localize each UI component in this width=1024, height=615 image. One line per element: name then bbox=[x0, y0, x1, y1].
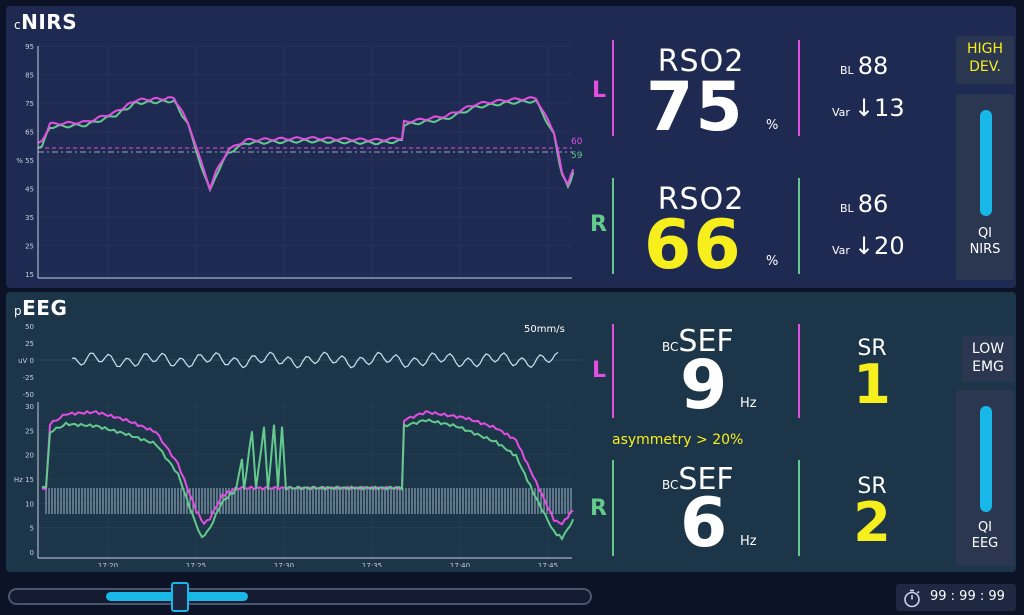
nirs-right-side-label: R bbox=[590, 212, 607, 237]
eeg-right-value: 6 bbox=[680, 484, 730, 563]
nirs-left-baseline: BL 88 bbox=[840, 52, 889, 80]
eeg-left-unit: Hz bbox=[740, 396, 757, 411]
eeg-right-sr-label: SR bbox=[857, 474, 887, 499]
eeg-asymmetry-warning: asymmetry > 20% bbox=[612, 432, 744, 448]
nirs-y-tick: 65 bbox=[25, 129, 34, 137]
eeg-qi-indicator: QI EEG bbox=[956, 390, 1014, 566]
eeg-raw-tick: -25 bbox=[23, 374, 34, 382]
nirs-left-value: 75 bbox=[646, 68, 745, 147]
timer-display[interactable]: 99 : 99 : 99 bbox=[896, 584, 1016, 611]
eeg-sef-trace-left bbox=[41, 409, 574, 526]
nirs-y-tick: 95 bbox=[25, 43, 34, 51]
stopwatch-icon bbox=[904, 589, 920, 608]
nirs-right-baseline: BL 86 bbox=[840, 190, 889, 218]
eeg-x-tick: 17:20 bbox=[98, 562, 118, 567]
eeg-left-sr-label: SR bbox=[857, 336, 887, 361]
nirs-left-side-label: L bbox=[592, 78, 607, 103]
eeg-raw-waveform bbox=[71, 351, 559, 369]
nirs-qi-bar bbox=[980, 110, 992, 216]
playback-slider-track[interactable] bbox=[8, 588, 592, 605]
eeg-raw-tick: 50 bbox=[25, 323, 34, 331]
eeg-raw-tick: 25 bbox=[25, 340, 34, 348]
eeg-right-sr-value: 2 bbox=[853, 491, 891, 554]
eeg-status-badge: LOW EMG bbox=[962, 336, 1014, 382]
eeg-left-side-label: L bbox=[592, 358, 607, 383]
playback-slider-handle[interactable] bbox=[171, 582, 189, 612]
eeg-x-tick: 17:30 bbox=[274, 562, 294, 567]
nirs-y-tick: 35 bbox=[25, 214, 34, 222]
eeg-title: pEEG bbox=[14, 296, 68, 320]
nirs-left-variation: Var ↓13 bbox=[832, 94, 905, 122]
eeg-raw-tick: -50 bbox=[23, 391, 34, 399]
eeg-x-tick: 17:35 bbox=[362, 562, 382, 567]
nirs-qi-indicator: QI NIRS bbox=[956, 94, 1014, 280]
nirs-trace-left bbox=[37, 96, 575, 193]
eeg-qi-bar bbox=[980, 406, 992, 512]
eeg-sef-trace-right bbox=[41, 418, 575, 542]
nirs-y-tick: 75 bbox=[25, 100, 34, 108]
eeg-sef-tick: 25 bbox=[25, 427, 34, 435]
eeg-sef-tick: 20 bbox=[25, 452, 34, 460]
nirs-right-unit: % bbox=[766, 254, 779, 269]
eeg-x-tick: 17:45 bbox=[538, 562, 558, 567]
eeg-right-side-label: R bbox=[590, 496, 607, 521]
nirs-left-label: RSO2 bbox=[657, 44, 745, 79]
nirs-threshold-magenta-label: 60 bbox=[571, 137, 583, 147]
eeg-right-label: BCSEF bbox=[662, 462, 734, 497]
eeg-left-sr-value: 1 bbox=[853, 353, 891, 416]
nirs-threshold-green-label: 59 bbox=[571, 151, 583, 161]
nirs-y-tick: 25 bbox=[25, 243, 34, 251]
eeg-left-value: 9 bbox=[680, 346, 730, 425]
nirs-y-tick: 15 bbox=[25, 271, 34, 279]
nirs-right-variation: Var ↓20 bbox=[832, 232, 905, 260]
eeg-x-tick: 17:40 bbox=[450, 562, 470, 567]
eeg-left-label: BCSEF bbox=[662, 324, 734, 359]
eeg-raw-tick: uV 0 bbox=[18, 357, 34, 365]
eeg-sef-tick: Hz 15 bbox=[14, 476, 34, 484]
nirs-title: cNIRS bbox=[14, 10, 78, 34]
eeg-sef-tick: 30 bbox=[25, 403, 34, 411]
nirs-y-tick: 85 bbox=[25, 72, 34, 80]
nirs-left-unit: % bbox=[766, 118, 779, 133]
timer-value: 99 : 99 : 99 bbox=[930, 589, 1005, 604]
nirs-alert-badge: HIGH DEV. bbox=[956, 36, 1014, 84]
eeg-speed-label: 50mm/s bbox=[524, 324, 565, 335]
eeg-right-unit: Hz bbox=[740, 534, 757, 549]
nirs-y-tick: 45 bbox=[25, 186, 34, 194]
eeg-panel: pEEG 50mm/s 50 25 uV 0 -25 -50 30 25 20 Hz 15 10… bbox=[6, 292, 1016, 572]
nirs-y-tick: % 55 bbox=[16, 157, 34, 165]
nirs-right-label: RSO2 bbox=[657, 182, 745, 217]
eeg-sef-tick: 0 bbox=[30, 549, 34, 557]
eeg-x-tick: 17:25 bbox=[186, 562, 206, 567]
nirs-trace-right bbox=[37, 98, 575, 193]
eeg-sef-tick: 5 bbox=[30, 525, 34, 533]
eeg-sef-tick: 10 bbox=[25, 500, 34, 508]
nirs-right-value: 66 bbox=[644, 206, 743, 285]
